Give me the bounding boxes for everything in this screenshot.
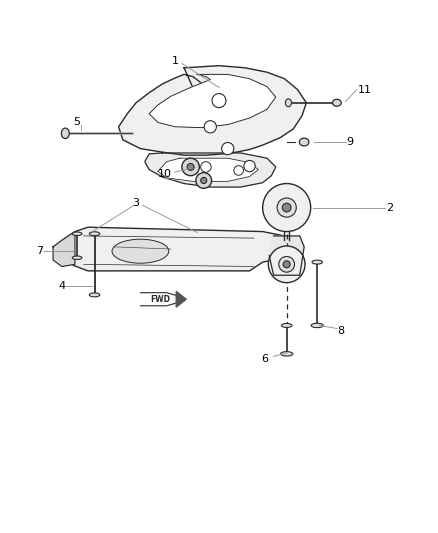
Ellipse shape [89,293,100,297]
Text: FWD: FWD [150,295,170,304]
Text: 9: 9 [346,137,353,147]
Ellipse shape [281,352,293,356]
Ellipse shape [286,99,291,107]
Ellipse shape [282,324,292,327]
Polygon shape [53,231,75,266]
Polygon shape [269,236,304,275]
Circle shape [201,161,211,172]
Polygon shape [158,158,258,181]
Ellipse shape [332,99,341,106]
Text: 6: 6 [261,354,268,364]
Text: 7: 7 [36,246,43,256]
Text: 2: 2 [386,203,393,213]
Circle shape [283,203,291,212]
Text: 10: 10 [157,169,171,179]
Circle shape [244,160,255,172]
Polygon shape [53,227,293,271]
Text: 11: 11 [358,85,372,95]
Ellipse shape [61,128,69,139]
Circle shape [196,173,212,188]
Circle shape [234,166,244,175]
Circle shape [268,246,305,282]
Text: 4: 4 [58,281,65,291]
Circle shape [279,256,294,272]
Text: 3: 3 [133,198,140,208]
Circle shape [263,183,311,231]
Polygon shape [141,293,182,306]
Polygon shape [176,292,186,307]
Text: 1: 1 [172,56,179,66]
Circle shape [222,142,234,155]
Ellipse shape [89,232,100,236]
Polygon shape [119,66,306,155]
Text: 5: 5 [74,117,81,127]
Circle shape [212,94,226,108]
Ellipse shape [72,256,82,260]
Circle shape [182,158,199,176]
Circle shape [187,164,194,171]
Polygon shape [149,75,276,128]
Ellipse shape [72,232,82,236]
Ellipse shape [112,239,169,263]
Text: 8: 8 [338,326,345,336]
Circle shape [204,120,216,133]
Ellipse shape [311,323,323,328]
Polygon shape [145,153,276,187]
Circle shape [283,261,290,268]
Circle shape [277,198,296,217]
Ellipse shape [312,260,322,264]
Circle shape [201,177,207,183]
Ellipse shape [299,138,309,146]
